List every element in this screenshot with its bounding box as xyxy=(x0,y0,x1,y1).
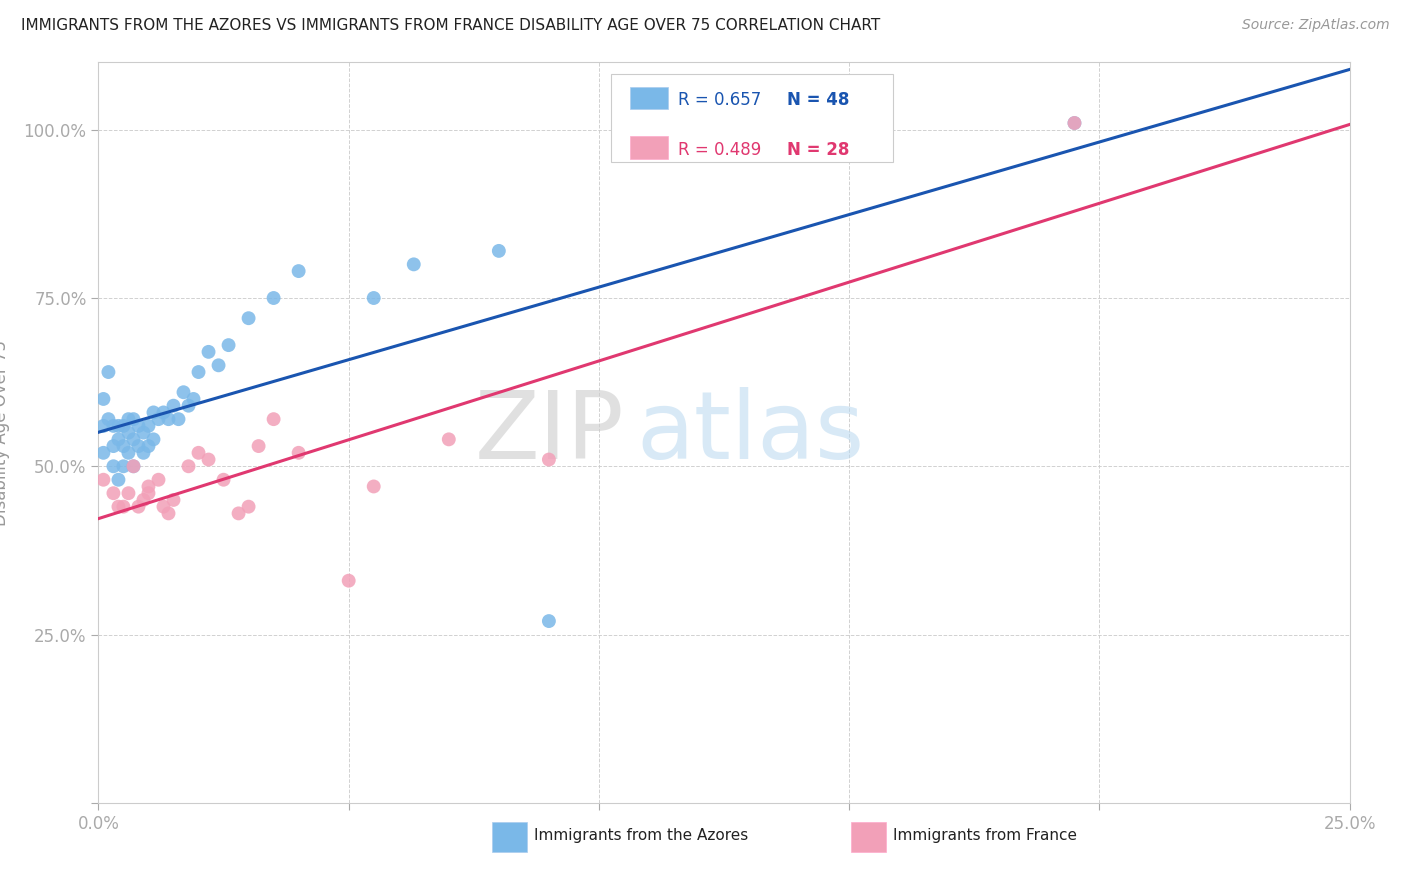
Bar xyxy=(630,87,668,109)
Point xyxy=(117,486,139,500)
Point xyxy=(437,433,460,447)
Point xyxy=(177,399,200,413)
Point xyxy=(337,574,360,588)
Point xyxy=(173,385,195,400)
Point xyxy=(142,405,165,419)
Point xyxy=(238,500,260,514)
Point xyxy=(103,486,125,500)
Point xyxy=(132,425,155,440)
Point xyxy=(138,418,160,433)
Point xyxy=(132,446,155,460)
Point xyxy=(238,311,260,326)
Y-axis label: Disability Age Over 75: Disability Age Over 75 xyxy=(0,340,10,525)
Point xyxy=(212,473,235,487)
Point xyxy=(402,257,425,271)
Point xyxy=(187,446,209,460)
Point xyxy=(117,425,139,440)
Point xyxy=(127,500,149,514)
Point xyxy=(183,392,205,406)
Point xyxy=(148,473,170,487)
Text: R = 0.489: R = 0.489 xyxy=(678,141,761,159)
Point xyxy=(1063,116,1085,130)
Point xyxy=(247,439,270,453)
Point xyxy=(103,418,125,433)
Point xyxy=(93,446,115,460)
Point xyxy=(1063,116,1085,130)
Point xyxy=(162,492,184,507)
Point xyxy=(112,439,135,453)
Text: Immigrants from the Azores: Immigrants from the Azores xyxy=(534,829,748,843)
Text: atlas: atlas xyxy=(637,386,865,479)
Point xyxy=(152,405,174,419)
Text: Source: ZipAtlas.com: Source: ZipAtlas.com xyxy=(1241,18,1389,32)
Text: Immigrants from France: Immigrants from France xyxy=(893,829,1077,843)
Point xyxy=(537,452,560,467)
FancyBboxPatch shape xyxy=(612,73,893,162)
Point xyxy=(117,446,139,460)
Point xyxy=(112,500,135,514)
Point xyxy=(263,412,285,426)
Point xyxy=(103,459,125,474)
Point xyxy=(157,507,180,521)
Point xyxy=(162,399,184,413)
Point xyxy=(127,418,149,433)
Point xyxy=(152,500,174,514)
Point xyxy=(107,418,129,433)
Point xyxy=(537,614,560,628)
Point xyxy=(107,500,129,514)
Point xyxy=(177,459,200,474)
Point xyxy=(142,433,165,447)
Bar xyxy=(630,136,668,159)
Point xyxy=(107,433,129,447)
Point xyxy=(122,433,145,447)
Point xyxy=(287,446,309,460)
Point xyxy=(122,412,145,426)
Point xyxy=(197,452,219,467)
Point xyxy=(112,418,135,433)
Text: IMMIGRANTS FROM THE AZORES VS IMMIGRANTS FROM FRANCE DISABILITY AGE OVER 75 CORR: IMMIGRANTS FROM THE AZORES VS IMMIGRANTS… xyxy=(21,18,880,33)
Text: N = 28: N = 28 xyxy=(787,141,849,159)
Point xyxy=(157,412,180,426)
Point xyxy=(93,418,115,433)
Point xyxy=(112,459,135,474)
Point xyxy=(122,459,145,474)
Text: N = 48: N = 48 xyxy=(787,91,849,110)
Point xyxy=(488,244,510,258)
Point xyxy=(228,507,250,521)
Point xyxy=(97,412,120,426)
Point xyxy=(218,338,240,352)
Point xyxy=(138,486,160,500)
Point xyxy=(138,439,160,453)
Text: ZIP: ZIP xyxy=(474,386,624,479)
Point xyxy=(132,492,155,507)
Point xyxy=(107,473,129,487)
Point xyxy=(138,479,160,493)
Point xyxy=(122,459,145,474)
Point xyxy=(148,412,170,426)
Point xyxy=(117,412,139,426)
Point xyxy=(103,439,125,453)
Point xyxy=(167,412,190,426)
Point xyxy=(263,291,285,305)
Text: R = 0.657: R = 0.657 xyxy=(678,91,761,110)
Point xyxy=(93,392,115,406)
Point xyxy=(363,479,385,493)
Point xyxy=(97,365,120,379)
Point xyxy=(363,291,385,305)
Point xyxy=(127,439,149,453)
Point xyxy=(207,359,229,373)
Point xyxy=(93,473,115,487)
Point xyxy=(197,344,219,359)
Point xyxy=(287,264,309,278)
Point xyxy=(187,365,209,379)
